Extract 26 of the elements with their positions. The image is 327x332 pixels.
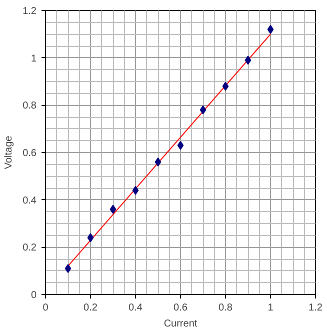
y-tick-label: 1.2 [22,6,37,17]
y-axis-title: Voltage [4,135,15,170]
point [64,264,72,273]
y-tick-label: 0.2 [22,242,37,254]
x-tick-label: 0.2 [84,302,98,314]
point [177,140,184,150]
point [244,56,252,65]
x-tick-label: 1 [268,302,274,314]
point [132,186,139,195]
y-tick-label: 0.4 [22,195,37,206]
y-tick-label: 0 [30,290,37,301]
point [200,105,206,114]
x-tick-label: 0.8 [218,302,233,314]
point [154,157,162,166]
point [267,24,274,34]
y-tick-label: 0.6 [22,148,37,159]
x-tick-label: 0.6 [174,302,188,314]
x-axis-title: Current [164,318,198,330]
x-tick-label: 1.2 [308,302,323,314]
point [110,204,116,214]
y-tick-label: 1 [30,53,37,64]
point [87,233,94,242]
point [222,82,229,91]
x-tick-label: 0 [42,302,49,314]
x-tick-label: 0.4 [128,302,143,314]
y-tick-label: 0.8 [22,100,37,112]
